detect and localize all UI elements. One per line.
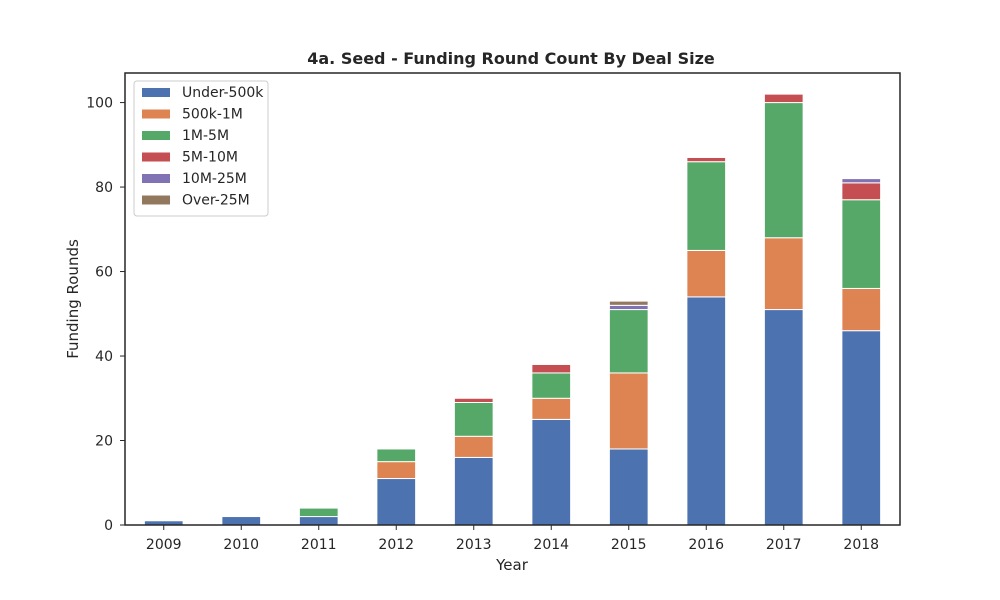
x-tick-label: 2011 — [301, 537, 337, 553]
bar-2017-under-500k — [763, 309, 804, 526]
legend-swatch-1m-5m — [142, 131, 170, 140]
y-tick-label: 60 — [95, 265, 113, 281]
bar-2013-500k-1m — [453, 435, 494, 458]
bar-2018-1m-5m — [841, 199, 882, 289]
legend-swatch-under-500k — [142, 88, 170, 97]
legend-label-5m-10m: 5M-10M — [182, 150, 238, 166]
legend-swatch-5m-10m — [142, 152, 170, 162]
legend-label-over-25m: Over-25M — [182, 193, 250, 209]
y-tick-label: 100 — [86, 96, 113, 112]
bar-2018-under-500k — [841, 330, 882, 526]
x-tick-label: 2012 — [378, 537, 414, 553]
bars-layer — [143, 93, 882, 526]
bar-2013-1m-5m — [453, 401, 494, 437]
bar-2012-500k-1m — [376, 461, 417, 480]
y-tick-label: 40 — [95, 349, 113, 365]
bar-2015-over-25m — [608, 300, 649, 306]
bar-2012-1m-5m — [376, 448, 417, 463]
legend-label-under-500k: Under-500k — [182, 85, 264, 101]
chart-title: 4a. Seed - Funding Round Count By Deal S… — [307, 49, 715, 68]
x-axis-title: Year — [495, 556, 529, 574]
y-tick-label: 20 — [95, 434, 113, 450]
bar-2015-10m-25m — [608, 304, 649, 311]
bar-2017-500k-1m — [763, 237, 804, 311]
bar-2015-500k-1m — [608, 372, 649, 450]
legend-label-500k-1m: 500k-1M — [182, 107, 243, 123]
bar-2012-under-500k — [376, 478, 417, 526]
bar-2018-5m-10m — [841, 182, 882, 201]
ticks-layer: 2009 2010 2011 2012 2013 2014 2015 2016 2017 2018… — [86, 96, 879, 553]
x-tick-label: 2010 — [223, 537, 259, 553]
legend-label-1m-5m: 1M-5M — [182, 128, 229, 144]
bar-2016-1m-5m — [686, 161, 727, 251]
bar-2013-under-500k — [453, 456, 494, 526]
legend-swatch-10m-25m — [142, 174, 170, 183]
bar-2016-5m-10m — [686, 156, 727, 163]
x-tick-label: 2014 — [533, 537, 569, 553]
bar-2017-5m-10m — [763, 93, 804, 104]
plot-frame — [124, 72, 901, 526]
y-tick-label: 80 — [95, 180, 113, 196]
x-tick-label: 2018 — [843, 537, 879, 553]
x-tick-label: 2017 — [766, 537, 802, 553]
bar-2011-1m-5m — [298, 507, 339, 518]
legend-swatch-500k-1m — [142, 109, 170, 119]
legend: Under-500k 500k-1M 1M-5M 5M-10M 10M-25M Over-… — [133, 80, 269, 217]
x-tick-label: 2015 — [611, 537, 647, 553]
bar-2018-500k-1m — [841, 287, 882, 332]
bar-2017-1m-5m — [763, 102, 804, 239]
bar-2018-10m-25m — [841, 178, 882, 184]
y-axis-title: Funding Rounds — [64, 239, 82, 359]
bar-2016-under-500k — [686, 296, 727, 526]
x-tick-label: 2009 — [146, 537, 182, 553]
bar-2014-1m-5m — [531, 372, 572, 399]
legend-swatch-over-25m — [142, 195, 170, 205]
x-tick-label: 2016 — [688, 537, 724, 553]
bar-2013-5m-10m — [453, 397, 494, 403]
bar-2010-under-500k — [221, 516, 262, 526]
bar-2014-under-500k — [531, 418, 572, 526]
bar-2014-5m-10m — [531, 363, 572, 374]
x-tick-label: 2013 — [456, 537, 492, 553]
bar-2014-500k-1m — [531, 397, 572, 420]
y-tick-label: 0 — [104, 518, 113, 534]
legend-label-10m-25m: 10M-25M — [182, 171, 247, 187]
bar-2015-under-500k — [608, 448, 649, 526]
bar-2011-under-500k — [298, 516, 339, 526]
bar-2016-500k-1m — [686, 249, 727, 298]
bar-2015-1m-5m — [608, 309, 649, 374]
